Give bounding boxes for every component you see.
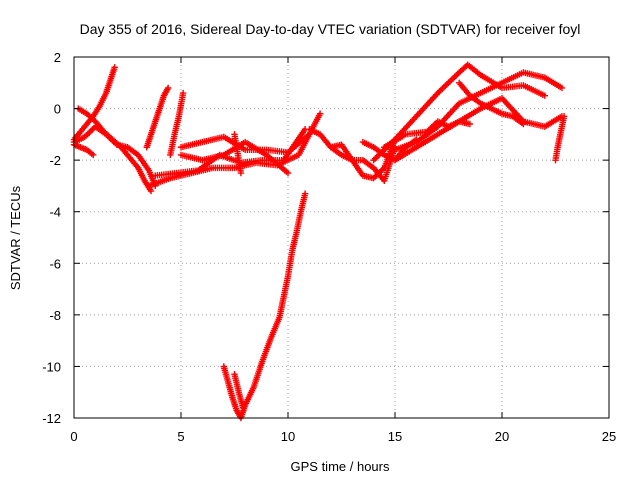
data-point: [373, 153, 380, 161]
series-track-j: [177, 138, 292, 177]
series-track-o: [327, 136, 399, 182]
y-tick-label: -6: [49, 256, 61, 271]
series-track-m: [231, 370, 247, 411]
data-point: [437, 86, 445, 94]
data-point: [316, 110, 324, 117]
data-point: [237, 169, 245, 177]
data-point: [179, 89, 187, 97]
y-tick-label: -12: [42, 411, 61, 426]
data-point: [371, 155, 379, 162]
data-point: [239, 404, 247, 411]
data-point: [445, 79, 452, 86]
data-point: [560, 113, 568, 120]
series-track-e: [143, 84, 172, 151]
data-point: [164, 84, 172, 92]
data-point: [436, 88, 443, 95]
y-tick-label: -2: [49, 153, 61, 168]
data-marks: [70, 61, 568, 422]
y-tick-label: -4: [49, 205, 61, 220]
x-tick-label: 5: [177, 429, 184, 444]
x-tick-label: 25: [602, 429, 616, 444]
x-tick-label: 0: [70, 429, 77, 444]
data-point: [442, 82, 449, 89]
x-axis-label: GPS time / hours: [291, 459, 390, 474]
data-point: [284, 169, 292, 177]
series-track-c: [75, 105, 155, 195]
data-point: [451, 73, 458, 81]
data-point: [448, 76, 455, 84]
y-tick-label: 2: [54, 50, 61, 65]
data-point: [439, 85, 446, 92]
series-track-u: [552, 113, 568, 164]
series-track-v: [456, 79, 527, 128]
data-point: [370, 156, 377, 164]
data-point: [449, 75, 457, 82]
data-point: [440, 84, 448, 91]
data-point: [466, 120, 474, 128]
x-tick-label: 10: [281, 429, 295, 444]
axis-ticks: 0 5 10 15 20 25 -12 -10 -8 -6 -4 -2 0 2: [42, 50, 616, 444]
y-tick-label: 0: [54, 102, 61, 117]
chart-title: Day 355 of 2016, Sidereal Day-to-day VTE…: [80, 21, 581, 37]
y-axis-label: SDTVAR / TECUs: [8, 185, 23, 290]
data-point: [558, 84, 566, 92]
series-track-l: [220, 190, 309, 422]
data-point: [541, 92, 548, 99]
data-point: [446, 78, 454, 85]
data-point: [111, 64, 118, 71]
y-tick-label: -10: [42, 359, 61, 374]
data-point: [520, 120, 527, 128]
x-tick-label: 15: [388, 429, 402, 444]
gridlines: [74, 57, 609, 418]
series-track-d: [70, 141, 97, 159]
data-point: [84, 130, 91, 138]
data-point: [86, 129, 93, 136]
series-track-k: [231, 131, 245, 177]
plot-frame: [73, 56, 610, 419]
x-tick-label: 20: [495, 429, 509, 444]
y-tick-label: -8: [49, 308, 61, 323]
data-point: [87, 127, 95, 135]
data-point: [147, 187, 155, 195]
data-point: [301, 190, 309, 197]
data-point: [452, 72, 460, 79]
data-point: [90, 151, 97, 159]
series-track-f: [167, 89, 187, 159]
data-point: [443, 81, 451, 88]
